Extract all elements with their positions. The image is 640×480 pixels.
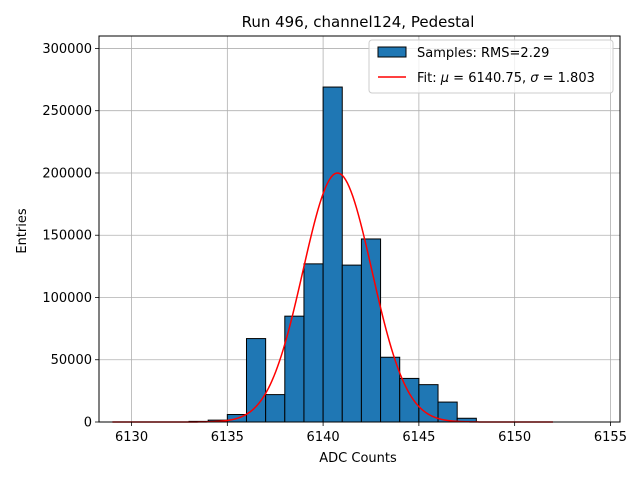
legend-histogram-label: Samples: RMS=2.29 — [417, 46, 549, 61]
y-tick-label: 300000 — [42, 42, 92, 57]
x-axis-label: ADC Counts — [319, 451, 397, 466]
y-tick-label: 250000 — [42, 104, 92, 119]
legend-fit-mu-symbol: μ — [440, 71, 449, 86]
histogram-bar — [341, 264, 362, 423]
x-tick-label: 6150 — [498, 430, 531, 445]
y-axis-ticks: 0 50000 100000 150000 200000 250000 300000 — [42, 42, 99, 431]
legend-fit-sigma-symbol: σ — [530, 71, 539, 86]
legend-histogram-patch — [377, 46, 407, 58]
y-tick-label: 0 — [84, 416, 92, 431]
histogram-bars — [188, 86, 477, 423]
legend-fit-label: Fit: μ = 6140.75, σ = 1.803 — [417, 71, 595, 86]
y-tick-label: 50000 — [51, 353, 92, 368]
histogram-bar — [399, 377, 420, 423]
x-tick-label: 6155 — [594, 430, 627, 445]
y-tick-label: 150000 — [42, 229, 92, 244]
histogram-bar — [303, 263, 324, 423]
y-tick-label: 100000 — [42, 291, 92, 306]
y-axis-label: Entries — [15, 208, 30, 254]
histogram-bar — [245, 338, 267, 423]
x-axis-ticks: 6130 6135 6140 6145 6150 6155 — [115, 422, 627, 445]
legend-box — [368, 39, 614, 94]
y-tick-label: 200000 — [42, 166, 92, 181]
legend: Samples: RMS=2.29 Fit: μ = 6140.75, σ = … — [368, 39, 614, 94]
x-tick-label: 6140 — [307, 430, 340, 445]
histogram-bar — [418, 384, 439, 423]
axes-frame — [98, 35, 621, 423]
legend-fit-prefix: Fit: — [417, 71, 441, 86]
chart-title: Run 496, channel124, Pedestal — [242, 13, 475, 31]
histogram-bar — [265, 394, 286, 423]
x-tick-label: 6135 — [211, 430, 244, 445]
legend-fit-sigma-text: = 1.803 — [538, 71, 594, 86]
x-tick-label: 6130 — [115, 430, 148, 445]
x-tick-label: 6145 — [402, 430, 435, 445]
histogram-bar — [322, 86, 343, 423]
legend-fit-mu-text: = 6140.75, — [449, 71, 530, 86]
